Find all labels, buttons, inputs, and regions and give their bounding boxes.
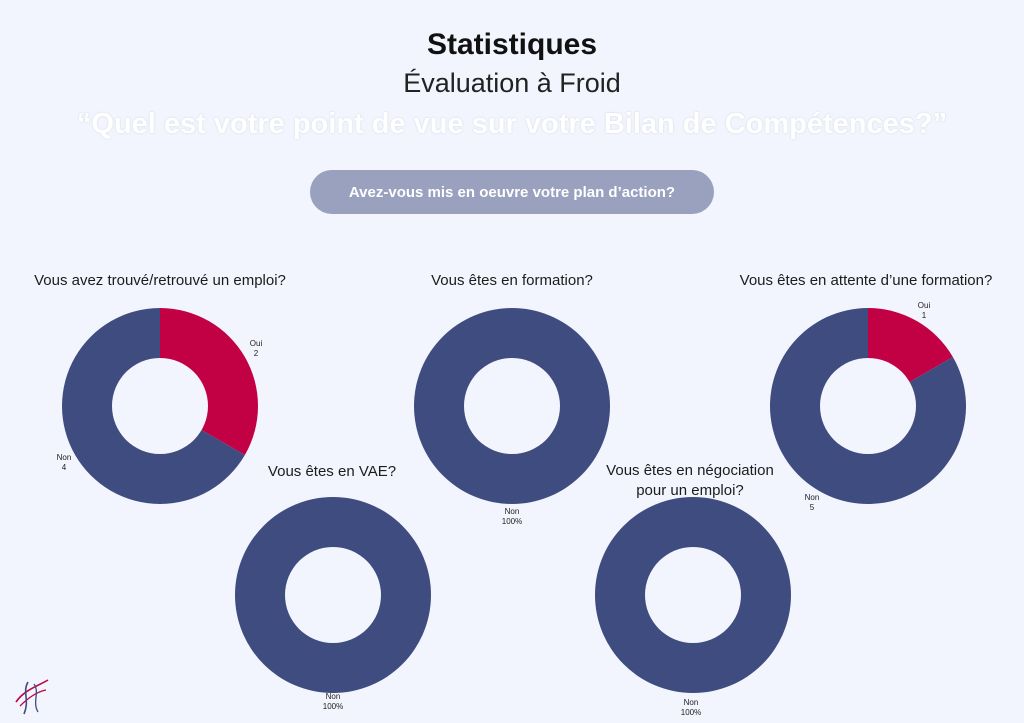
slice-label: Non — [57, 453, 72, 462]
page-subtitle: Évaluation à Froid — [403, 68, 621, 98]
donut-hole — [645, 547, 741, 643]
page-title: Statistiques — [426, 28, 598, 61]
chart-title-formation: Vous êtes en formation? — [431, 272, 593, 289]
chart-title-negociation-line-1: Vous êtes en négociation — [606, 462, 774, 479]
donut-hole — [820, 358, 916, 454]
chart-title-negociation-line-2: pour un emploi? — [636, 482, 744, 499]
slice-value: 5 — [810, 503, 815, 512]
slice-label: Non — [505, 507, 520, 516]
donut-hole — [112, 358, 208, 454]
chart-title-attente-formation: Vous êtes en attente d’une formation? — [739, 272, 993, 289]
chart-title-negociation: Vous êtes en négociation pour un emploi? — [540, 461, 840, 501]
survey-question: “Quel est votre point de vue sur votre B… — [76, 108, 948, 140]
slice-value: 4 — [62, 463, 67, 472]
slice-label: Non — [684, 698, 699, 707]
slice-label: Non — [805, 493, 820, 502]
slice-value: 100% — [681, 708, 701, 717]
section-button[interactable]: Avez-vous mis en oeuvre votre plan d’act… — [310, 170, 714, 214]
slice-label: Oui — [250, 339, 263, 348]
slice-value: 100% — [502, 517, 522, 526]
chart-title-emploi: Vous avez trouvé/retrouvé un emploi? — [34, 272, 286, 289]
donut-hole — [285, 547, 381, 643]
slice-value: 1 — [922, 311, 927, 320]
chart-title-vae: Vous êtes en VAE? — [267, 463, 397, 480]
slice-label: Non — [326, 692, 341, 701]
slice-value: 2 — [254, 349, 259, 358]
donut-hole — [464, 358, 560, 454]
slice-label: Oui — [918, 301, 931, 310]
brand-logo-icon — [15, 679, 49, 715]
slice-value: 100% — [323, 702, 343, 711]
